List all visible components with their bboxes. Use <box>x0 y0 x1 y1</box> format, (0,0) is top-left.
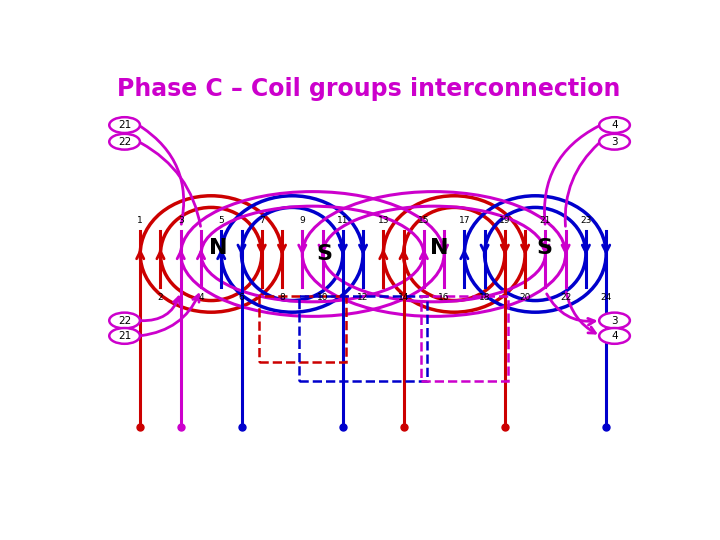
Text: 11: 11 <box>337 216 348 225</box>
Bar <box>421 295 508 381</box>
Text: 12: 12 <box>357 294 369 302</box>
Ellipse shape <box>599 117 630 133</box>
Bar <box>259 295 346 362</box>
Ellipse shape <box>599 313 630 328</box>
Text: 17: 17 <box>459 216 470 225</box>
Text: 4: 4 <box>198 294 204 302</box>
Text: 10: 10 <box>317 294 328 302</box>
Text: 20: 20 <box>519 294 531 302</box>
Text: 5: 5 <box>218 216 224 225</box>
Text: 3: 3 <box>178 216 184 225</box>
Text: 1: 1 <box>138 216 143 225</box>
Text: 8: 8 <box>279 294 285 302</box>
Bar <box>300 295 427 381</box>
Text: 6: 6 <box>238 294 244 302</box>
Text: 19: 19 <box>499 216 510 225</box>
Text: 7: 7 <box>259 216 265 225</box>
Text: S: S <box>316 244 333 264</box>
Text: 3: 3 <box>611 315 618 326</box>
Text: 15: 15 <box>418 216 430 225</box>
Text: 24: 24 <box>600 294 612 302</box>
Text: 23: 23 <box>580 216 592 225</box>
Text: 22: 22 <box>118 315 131 326</box>
Text: 21: 21 <box>540 216 551 225</box>
Ellipse shape <box>109 117 140 133</box>
Text: 4: 4 <box>611 120 618 130</box>
Text: S: S <box>537 238 553 258</box>
Text: N: N <box>430 238 448 258</box>
Text: 21: 21 <box>118 331 131 341</box>
Ellipse shape <box>109 134 140 150</box>
Text: 13: 13 <box>377 216 389 225</box>
Ellipse shape <box>599 328 630 344</box>
Text: 18: 18 <box>479 294 490 302</box>
Text: 14: 14 <box>398 294 409 302</box>
Text: 16: 16 <box>438 294 450 302</box>
Text: 9: 9 <box>300 216 305 225</box>
Text: 21: 21 <box>118 120 131 130</box>
Text: 22: 22 <box>560 294 571 302</box>
Ellipse shape <box>109 328 140 344</box>
Text: 4: 4 <box>611 331 618 341</box>
Text: 2: 2 <box>158 294 163 302</box>
Ellipse shape <box>109 313 140 328</box>
Text: 22: 22 <box>118 137 131 147</box>
Text: N: N <box>209 238 228 258</box>
Text: Phase C – Coil groups interconnection: Phase C – Coil groups interconnection <box>117 77 621 102</box>
Text: 3: 3 <box>611 137 618 147</box>
Ellipse shape <box>599 134 630 150</box>
